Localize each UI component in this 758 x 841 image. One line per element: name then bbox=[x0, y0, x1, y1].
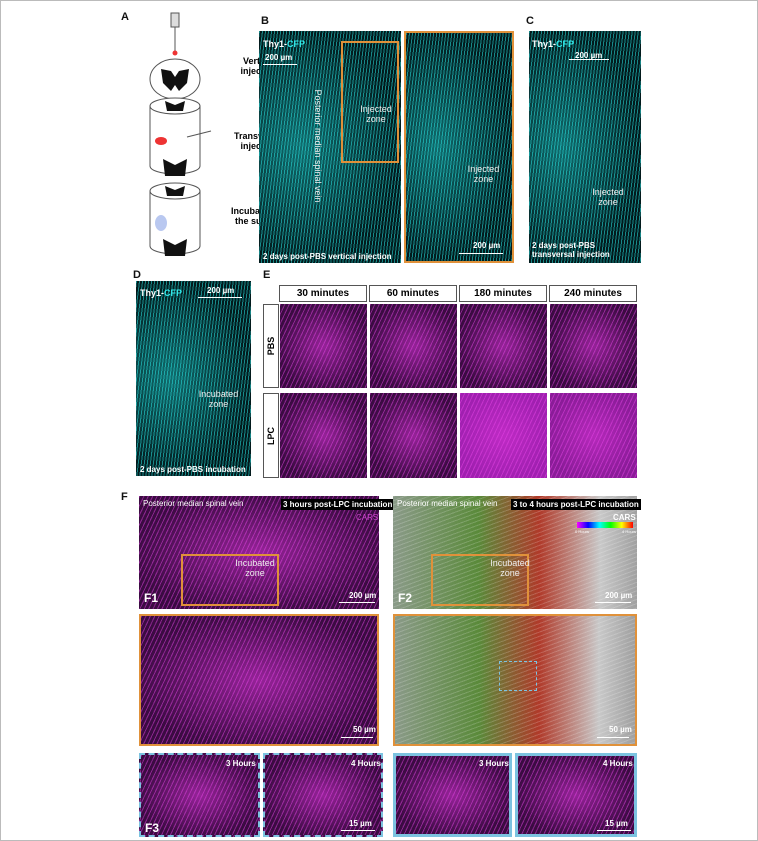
row-header: PBS bbox=[263, 304, 279, 388]
micrograph-zoom bbox=[139, 614, 379, 746]
modality-label: CARS bbox=[356, 513, 379, 522]
zone-label: Incubated zone bbox=[490, 558, 530, 578]
micrograph bbox=[393, 496, 637, 609]
modality-label: CARS bbox=[613, 513, 636, 522]
marker-reporter: CFP bbox=[164, 288, 183, 298]
scale-bar bbox=[569, 59, 609, 60]
scale-bar-label: 50 µm bbox=[353, 725, 376, 734]
micrograph bbox=[280, 393, 367, 478]
scale-bar-label: 200 µm bbox=[473, 241, 501, 250]
micrograph-zoom bbox=[393, 614, 637, 746]
micrograph bbox=[259, 31, 401, 263]
panel-tag: F3 bbox=[145, 821, 160, 835]
panel-label: A bbox=[121, 11, 129, 23]
vein-label: Posterior median spinal vein bbox=[143, 499, 244, 508]
micrograph-detail bbox=[515, 753, 637, 837]
scale-bar bbox=[341, 737, 373, 738]
micrograph-detail bbox=[263, 753, 383, 837]
micrograph-zoom bbox=[404, 31, 514, 263]
zone-label: Injected zone bbox=[592, 187, 624, 207]
scale-bar bbox=[263, 64, 297, 65]
time-label: 4 Hours bbox=[603, 759, 633, 768]
scale-bar-label: 200 µm bbox=[349, 591, 377, 600]
marker: Thy1-CFP bbox=[532, 39, 574, 49]
panel-label: E bbox=[263, 269, 271, 281]
scale-bar-label: 200 µm bbox=[207, 286, 235, 295]
scale-bar bbox=[341, 830, 375, 831]
scale-bar-label: 15 µm bbox=[605, 819, 628, 828]
scale-bar bbox=[595, 602, 631, 603]
zoom-box bbox=[499, 661, 537, 691]
scale-bar bbox=[597, 830, 631, 831]
micrograph bbox=[550, 393, 637, 478]
column-header: 30 minutes bbox=[279, 285, 367, 302]
colorbar bbox=[577, 522, 633, 528]
time-label: 3 Hours bbox=[226, 759, 256, 768]
micrograph bbox=[529, 31, 641, 263]
scale-bar bbox=[339, 602, 375, 603]
time-label: 4 Hours bbox=[351, 759, 381, 768]
micrograph bbox=[370, 304, 457, 388]
micrograph bbox=[460, 304, 547, 388]
zone-label: Incubated zone bbox=[235, 558, 275, 578]
scale-bar-label: 50 µm bbox=[609, 725, 632, 734]
time-label: 3 to 4 hours post-LPC incubation bbox=[511, 499, 641, 510]
scale-bar bbox=[459, 253, 503, 254]
panel-label: C bbox=[526, 15, 534, 27]
vein-label: Posterior median spinal vein bbox=[397, 499, 498, 508]
row-header: LPC bbox=[263, 393, 279, 478]
colorbar-label: 4 Hours bbox=[622, 529, 637, 534]
zoom-box bbox=[181, 554, 279, 606]
micrograph bbox=[370, 393, 457, 478]
time-label: 3 Hours bbox=[479, 759, 509, 768]
scale-bar-label: 200 µm bbox=[575, 51, 603, 60]
scale-bar bbox=[597, 737, 629, 738]
scale-bar-label: 200 µm bbox=[605, 591, 633, 600]
panel-label: D bbox=[133, 269, 141, 281]
marker-prefix: Thy1- bbox=[140, 288, 165, 298]
column-header: 240 minutes bbox=[549, 285, 637, 302]
zone-label: Injected zone bbox=[467, 164, 500, 184]
micrograph bbox=[136, 281, 251, 476]
step-label: Transversal injection bbox=[229, 131, 289, 151]
panel-label: B bbox=[261, 15, 269, 27]
scale-bar-label: 200 µm bbox=[265, 53, 293, 62]
marker: Thy1-CFP bbox=[263, 39, 305, 49]
zoom-box bbox=[341, 41, 399, 163]
caption: 2 days post-PBS incubation bbox=[140, 465, 246, 474]
scale-bar-label: 15 µm bbox=[349, 819, 372, 828]
caption: 2 days post-PBS vertical injection bbox=[263, 252, 392, 261]
zone-label: Injected zone bbox=[360, 104, 392, 124]
zoom-box bbox=[431, 554, 529, 606]
vein-label: Posterior median spinal vein bbox=[313, 89, 323, 203]
micrograph-detail bbox=[393, 753, 512, 837]
marker-prefix: Thy1- bbox=[263, 39, 288, 49]
colorbar-label: 0 Hours bbox=[575, 529, 590, 534]
marker-prefix: Thy1- bbox=[532, 39, 557, 49]
micrograph-detail bbox=[139, 753, 260, 837]
time-label: 3 hours post-LPC incubation bbox=[281, 499, 395, 510]
caption: 2 days post-PBS transversal injection bbox=[532, 241, 610, 259]
panel-label: F bbox=[121, 491, 128, 503]
micrograph bbox=[280, 304, 367, 388]
micrograph bbox=[139, 496, 379, 609]
column-header: 60 minutes bbox=[369, 285, 457, 302]
row-label: LPC bbox=[266, 426, 276, 445]
marker-reporter: CFP bbox=[287, 39, 306, 49]
micrograph bbox=[460, 393, 547, 478]
panel-tag: F1 bbox=[144, 591, 159, 605]
micrograph bbox=[550, 304, 637, 388]
injection-diagram bbox=[149, 12, 212, 256]
panel-tag: F2 bbox=[398, 591, 413, 605]
marker-reporter: CFP bbox=[556, 39, 575, 49]
row-label: PBS bbox=[266, 336, 276, 356]
zone-label: Incubated zone bbox=[198, 389, 239, 409]
scale-bar bbox=[198, 297, 242, 298]
column-header: 180 minutes bbox=[459, 285, 547, 302]
marker: Thy1-CFP bbox=[140, 288, 182, 298]
